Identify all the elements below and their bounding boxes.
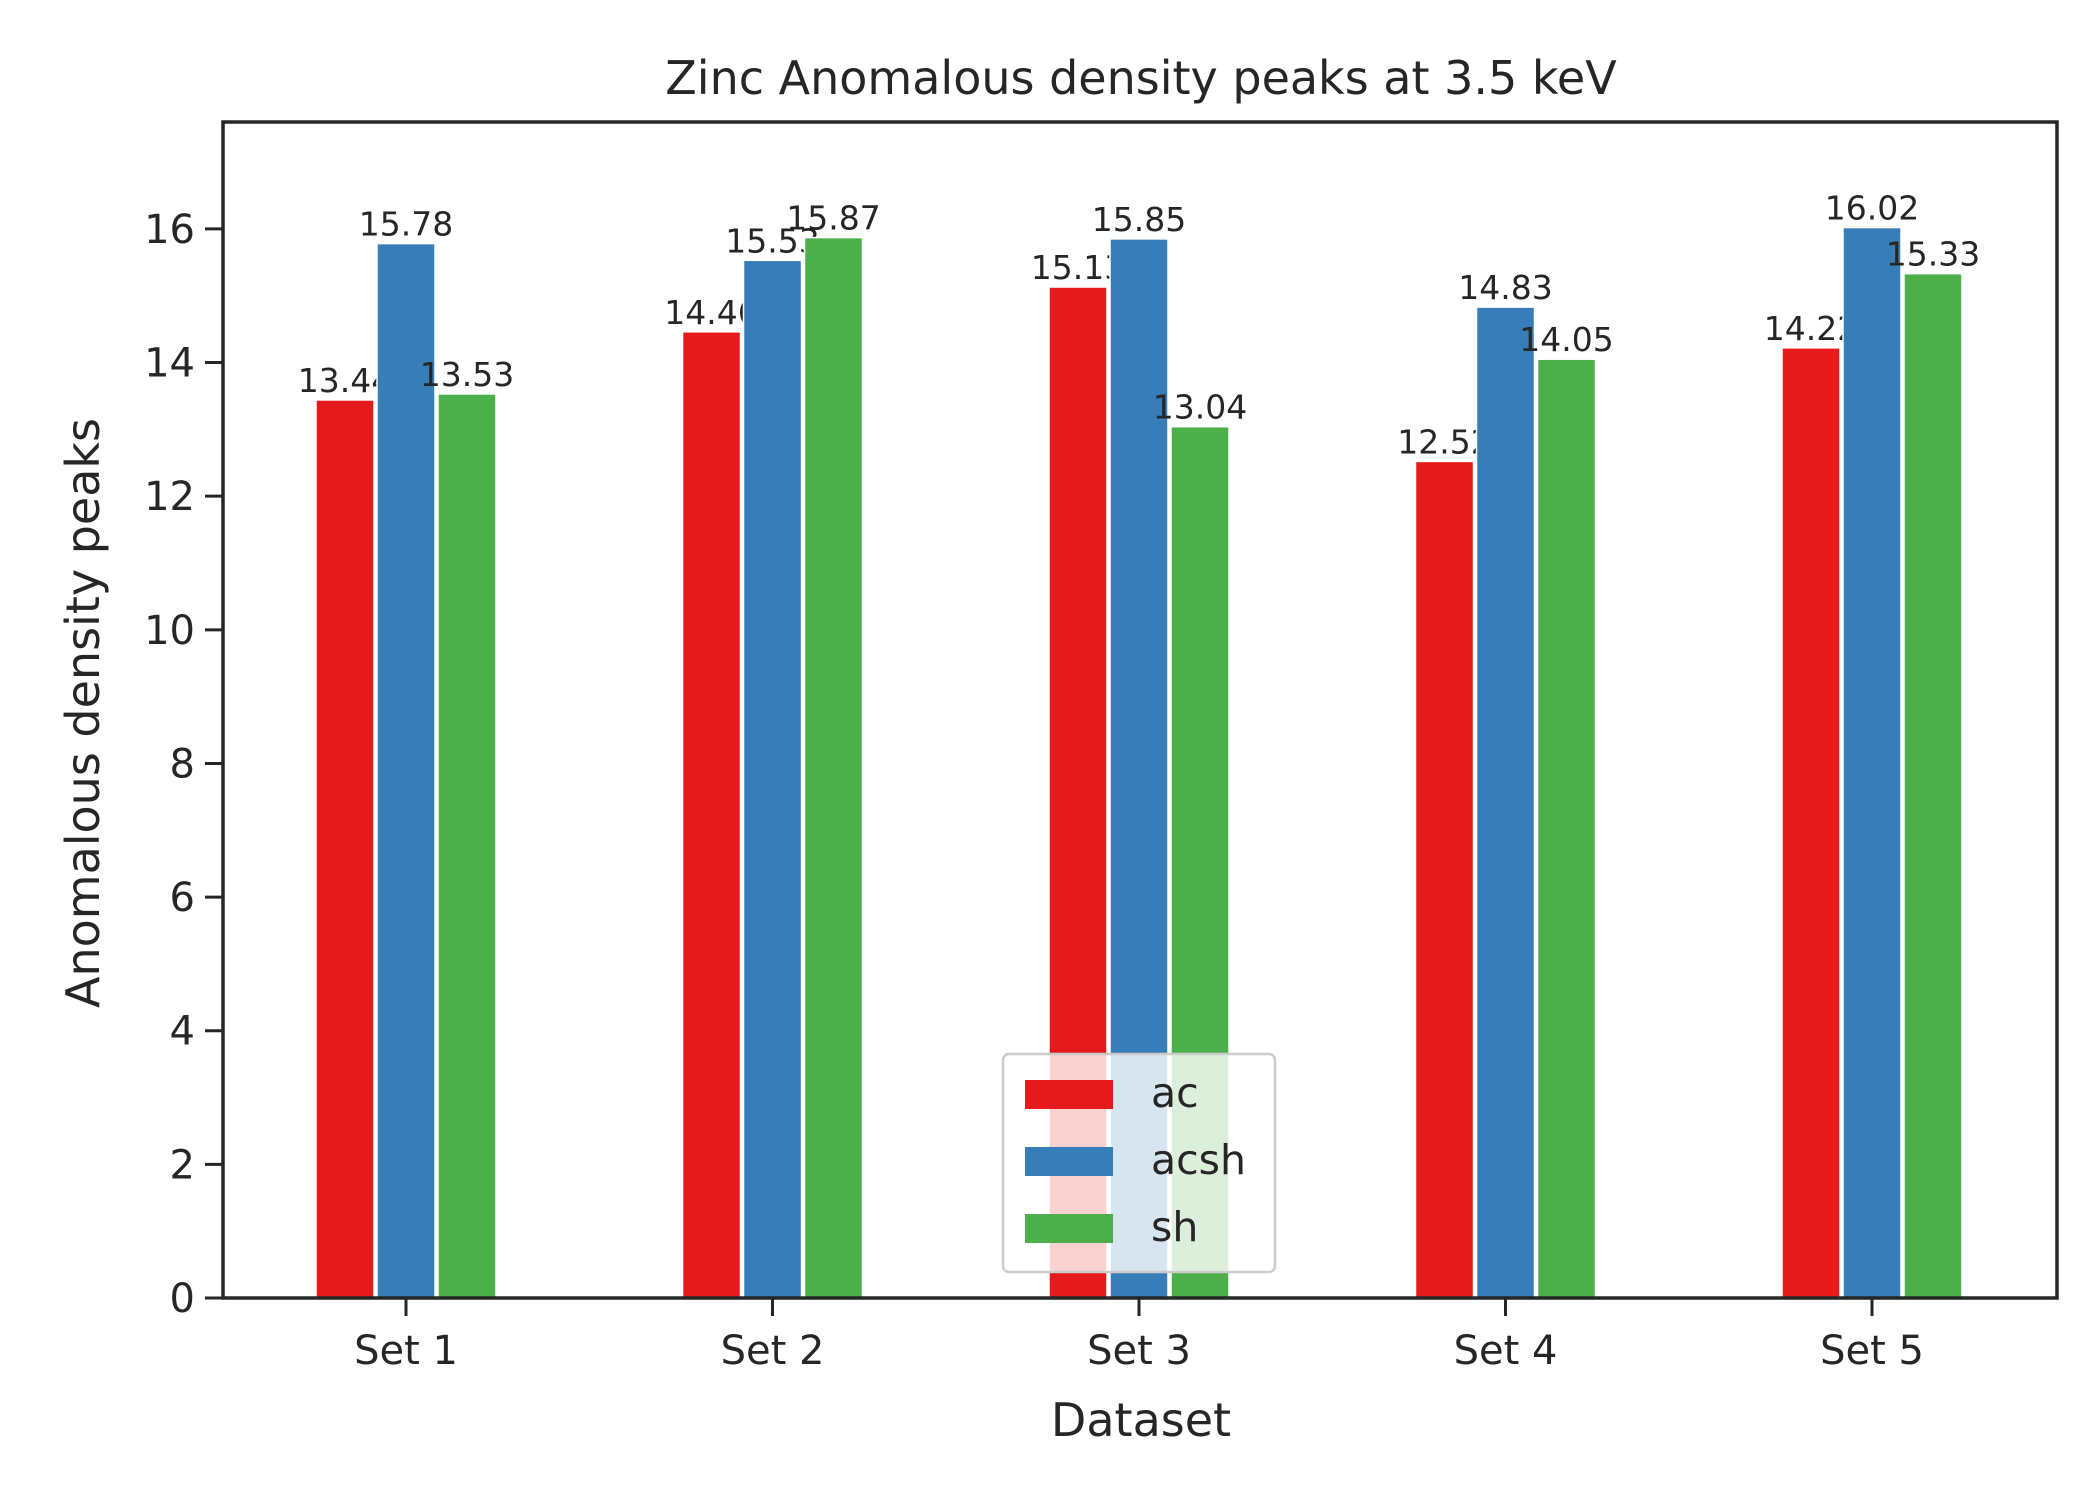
x-tick-label: Set 4: [1454, 1328, 1558, 1374]
y-tick-label: 2: [170, 1142, 195, 1188]
bar-acsh-4[interactable]: [1475, 306, 1536, 1299]
data-label: 16.02: [1825, 189, 1919, 228]
y-tick-label: 10: [144, 608, 195, 654]
y-tick-label: 16: [144, 207, 195, 253]
bar-acsh-5[interactable]: [1842, 226, 1902, 1299]
y-tick-label: 6: [170, 875, 195, 921]
x-tick-label: Set 3: [1087, 1328, 1191, 1374]
data-label: 15.33: [1886, 235, 1980, 274]
data-label: 15.87: [786, 199, 880, 238]
legend-label-acsh: acsh: [1151, 1136, 1246, 1184]
bar-sh-2[interactable]: [803, 236, 864, 1299]
data-label: 14.05: [1519, 320, 1613, 359]
x-tick-label: Set 5: [1820, 1328, 1924, 1374]
legend-swatch-sh: [1025, 1214, 1113, 1243]
legend-label-ac: ac: [1151, 1069, 1199, 1117]
data-label: 15.78: [359, 205, 453, 244]
bar-sh-4[interactable]: [1536, 358, 1597, 1299]
axes-frame: [221, 120, 2059, 1300]
bar-ac-1[interactable]: [315, 399, 375, 1299]
legend-swatch-ac: [1025, 1080, 1113, 1109]
bar-acsh-1[interactable]: [376, 242, 436, 1299]
y-tick-label: 4: [170, 1009, 195, 1055]
bar-acsh-2[interactable]: [742, 259, 803, 1299]
y-tick-label: 12: [144, 474, 195, 520]
y-tick-label: 8: [170, 741, 195, 787]
legend-swatch-acsh: [1025, 1147, 1113, 1176]
bar-sh-5[interactable]: [1903, 272, 1963, 1299]
data-label: 13.53: [420, 355, 514, 394]
x-axis-label: Dataset: [1051, 1393, 1231, 1447]
data-label: 15.85: [1092, 200, 1186, 239]
data-label: 13.04: [1153, 388, 1247, 427]
y-tick-label: 14: [144, 341, 195, 387]
bar-ac-4[interactable]: [1414, 460, 1475, 1299]
bar-ac-5[interactable]: [1781, 347, 1841, 1299]
legend-label-sh: sh: [1151, 1203, 1198, 1251]
x-tick-label: Set 1: [354, 1328, 458, 1374]
legend: ac acsh sh: [1001, 1052, 1277, 1274]
bar-sh-1[interactable]: [437, 393, 497, 1299]
data-label: 14.83: [1458, 268, 1552, 307]
chart-title: Zinc Anomalous density peaks at 3.5 keV: [665, 51, 1617, 105]
bar-ac-2[interactable]: [681, 331, 742, 1299]
y-tick-label: 0: [170, 1276, 195, 1322]
y-axis-label: Anomalous density peaks: [56, 418, 110, 1008]
x-tick-label: Set 2: [721, 1328, 825, 1374]
